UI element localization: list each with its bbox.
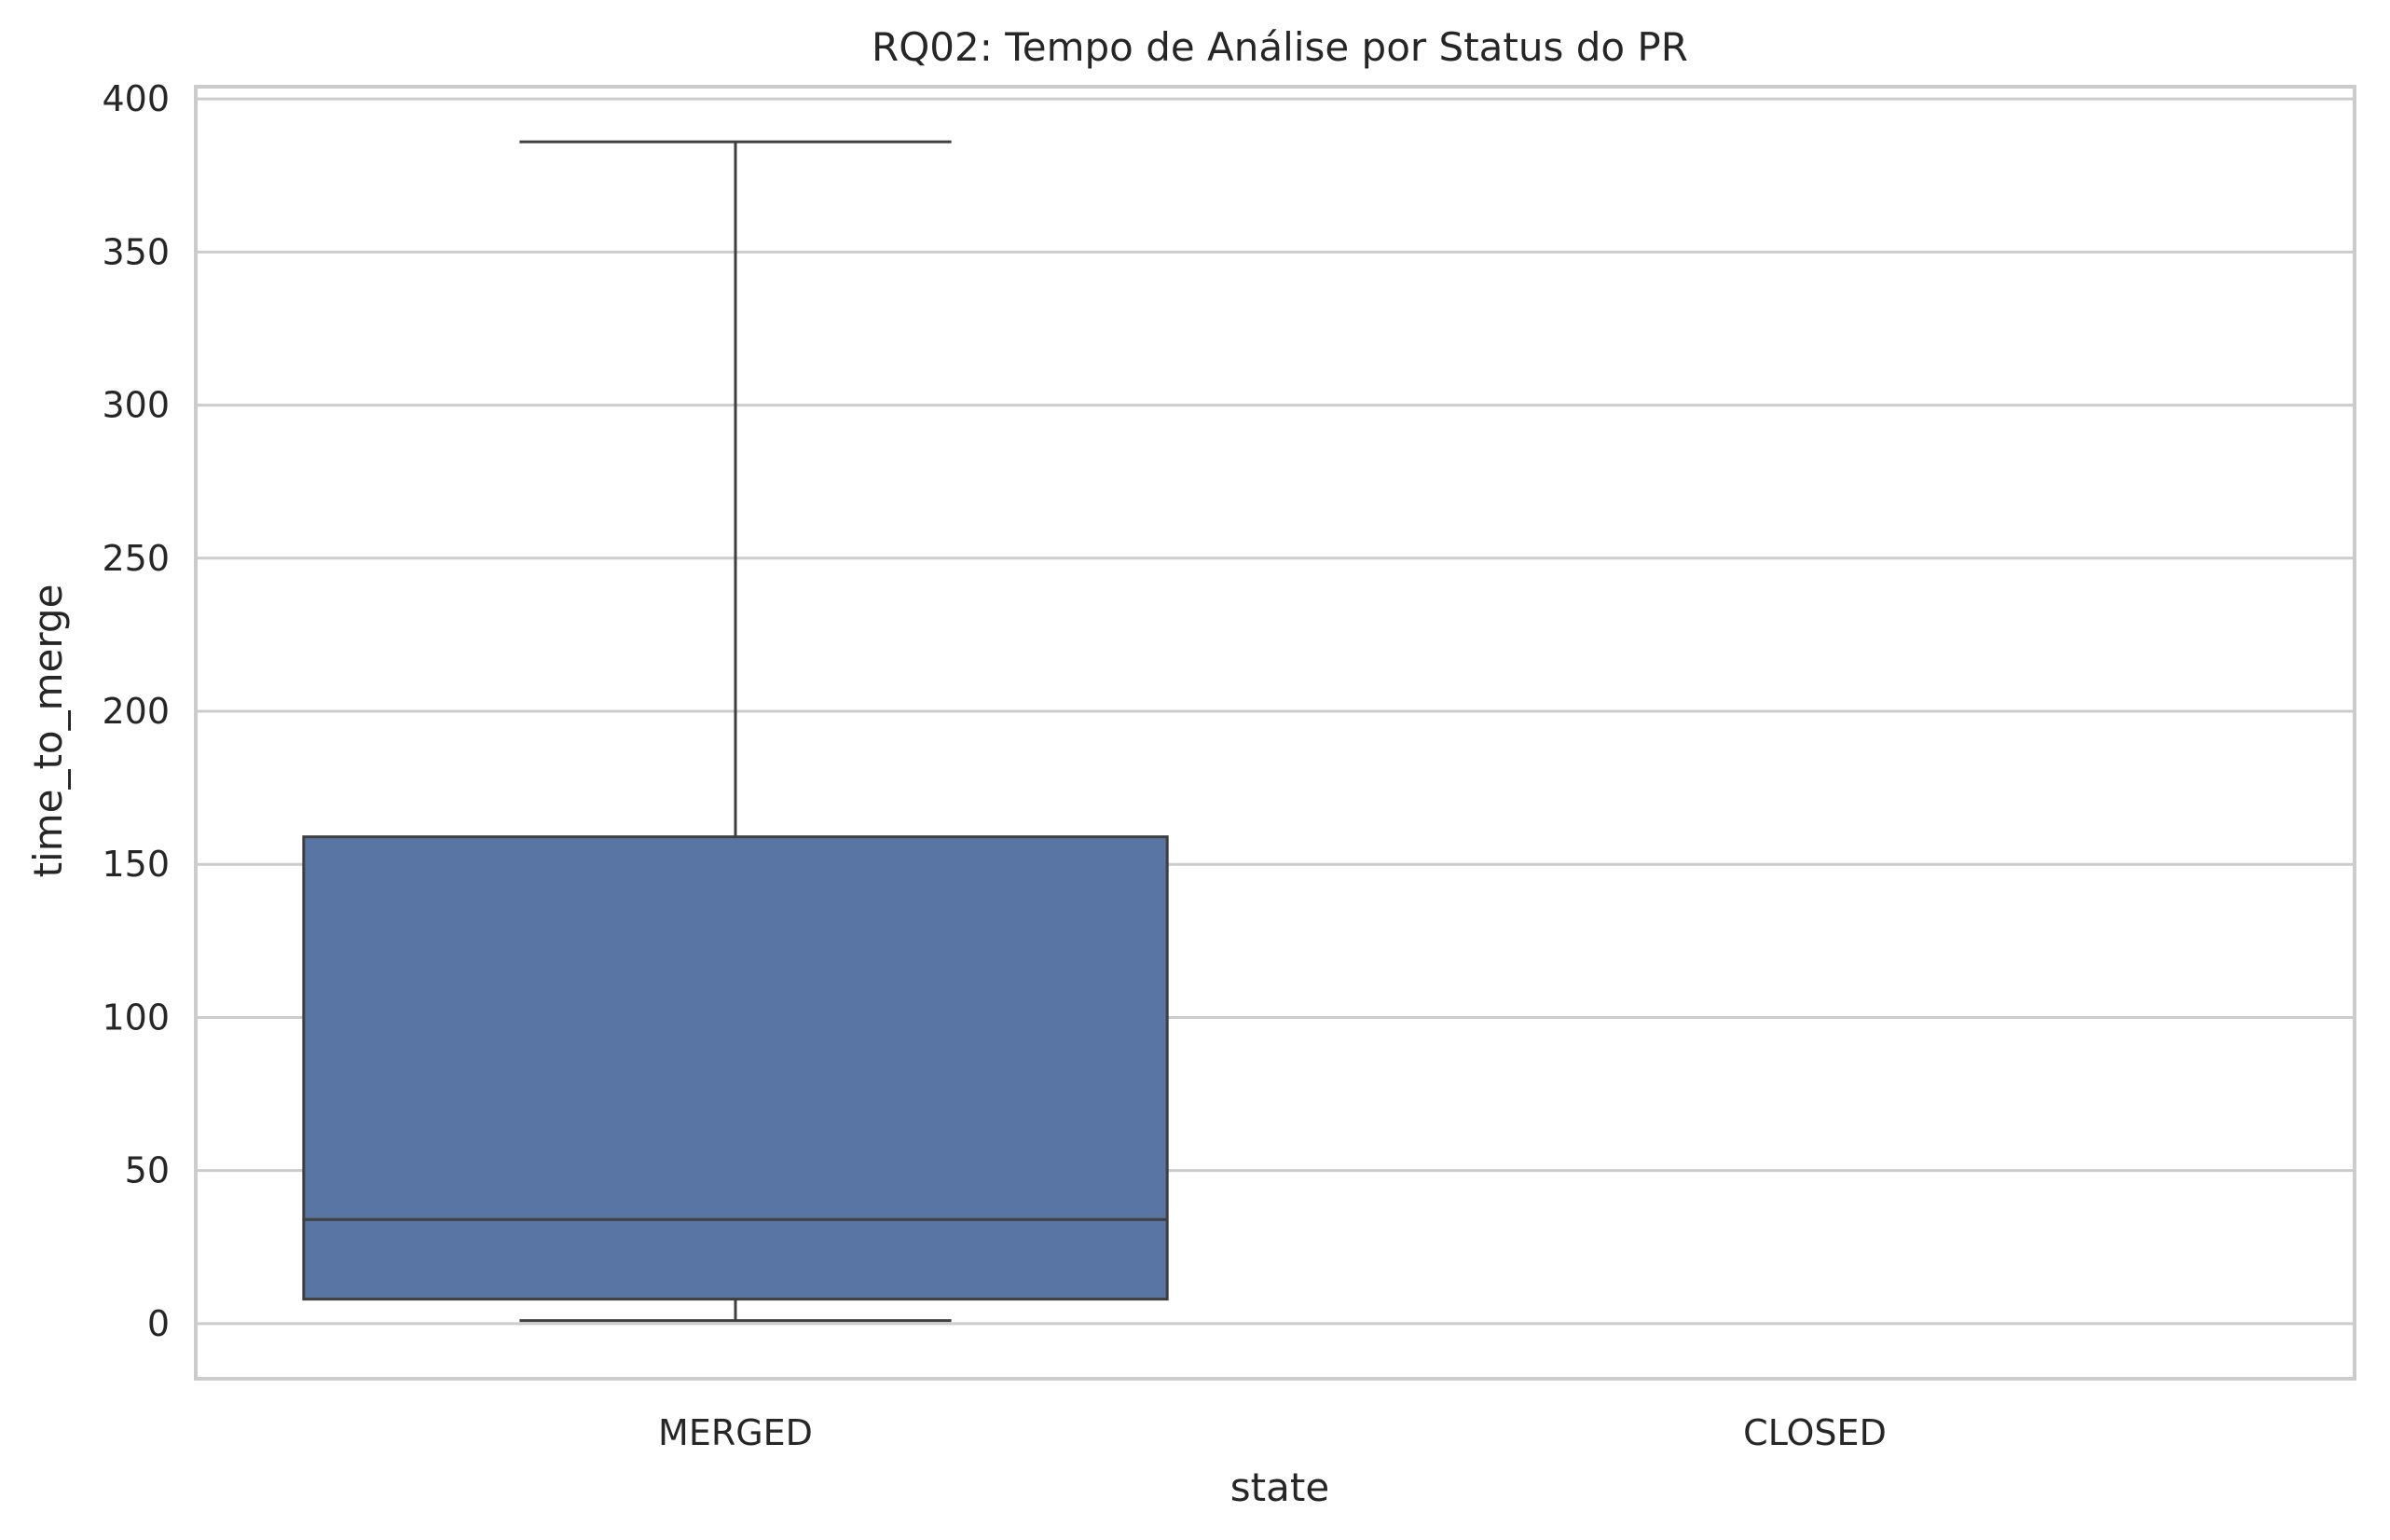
y-tick-100: 100 <box>102 997 170 1038</box>
y-tick-150: 150 <box>102 844 170 885</box>
chart-title: RQ02: Tempo de Análise por Status do PR <box>872 24 1688 70</box>
y-tick-50: 50 <box>125 1150 170 1191</box>
x-tick-closed: CLOSED <box>1743 1412 1887 1453</box>
box-merged <box>302 140 1169 1323</box>
y-tick-350: 350 <box>102 231 170 272</box>
x-axis-label: state <box>1230 1464 1329 1510</box>
x-tick-merged: MERGED <box>658 1412 813 1453</box>
y-tick-400: 400 <box>102 78 170 119</box>
y-axis-label: time_to_merge <box>25 584 71 878</box>
y-tick-200: 200 <box>102 691 170 732</box>
iqr-box-merged <box>302 835 1169 1301</box>
x-tick-labels: MERGED CLOSED <box>658 1412 1887 1453</box>
y-tick-labels: 0 50 100 150 200 250 300 350 400 <box>102 78 170 1344</box>
y-tick-300: 300 <box>102 385 170 426</box>
plot-frame <box>194 85 2356 1381</box>
y-tick-0: 0 <box>147 1303 170 1344</box>
boxes <box>302 140 1169 1323</box>
y-tick-250: 250 <box>102 538 170 579</box>
